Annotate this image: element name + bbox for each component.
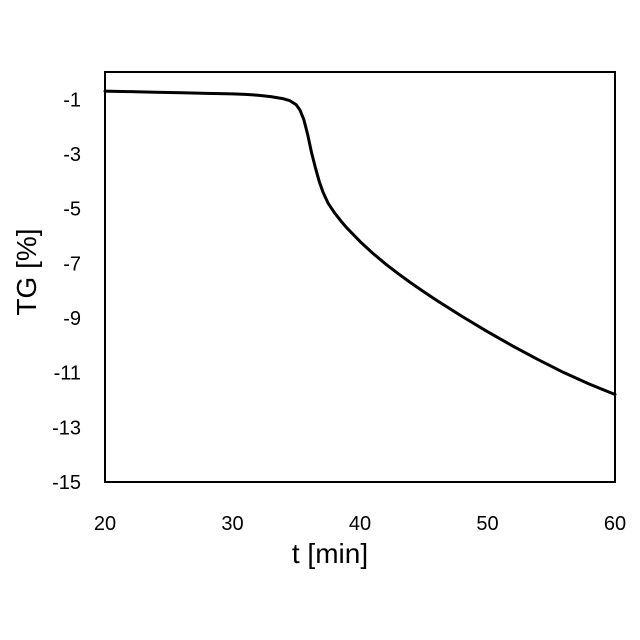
x-tick-label: 20 [94,513,116,535]
y-axis-title: TG [%] [11,228,42,315]
plot-area [105,72,615,482]
x-tick-label: 60 [604,513,626,535]
y-tick-label: -7 [63,253,81,275]
y-tick-label: -3 [63,144,81,166]
y-tick-label: -1 [63,89,81,111]
x-tick-label: 30 [221,513,243,535]
y-tick-label: -9 [63,308,81,330]
x-tick-label: 40 [349,513,371,535]
y-tick-label: -13 [52,417,81,439]
x-axis-ticks: 20 30 40 50 60 [94,513,626,535]
x-tick-label: 50 [476,513,498,535]
y-tick-label: -15 [52,472,81,494]
y-axis-ticks: -1 -3 -5 -7 -9 -11 -13 -15 [52,89,81,494]
y-tick-label: -11 [54,363,81,385]
y-tick-label: -5 [63,199,81,221]
x-axis-title: t [min] [292,538,368,569]
